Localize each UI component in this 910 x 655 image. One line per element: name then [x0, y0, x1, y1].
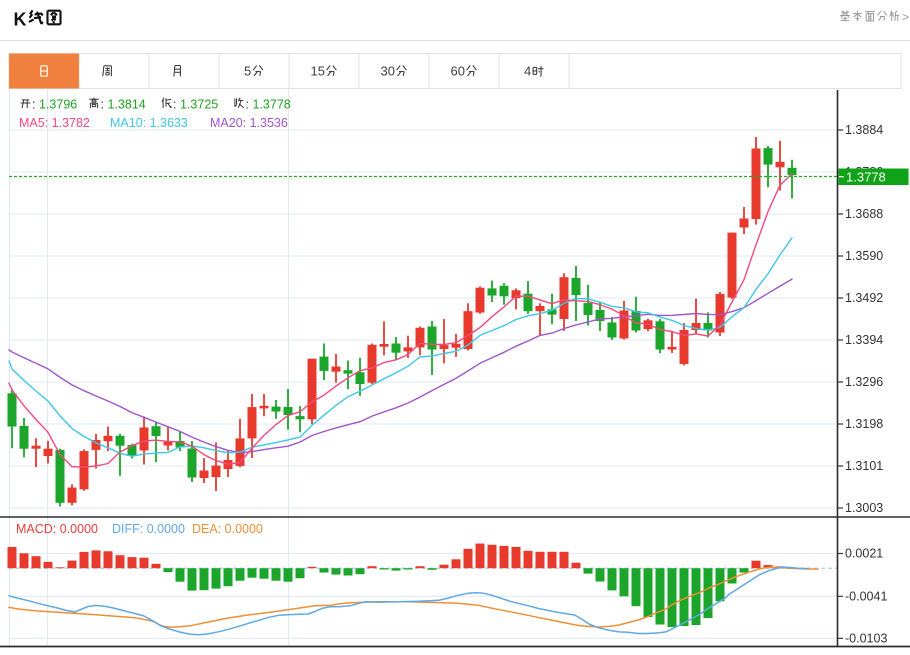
- svg-text:60: 60: [451, 64, 465, 79]
- svg-text:DIFF: 0.0000: DIFF: 0.0000: [112, 522, 185, 536]
- svg-text::: :: [173, 98, 176, 112]
- svg-text:1.3198: 1.3198: [845, 417, 883, 431]
- svg-text:-0.0103: -0.0103: [845, 631, 887, 645]
- svg-text::: :: [246, 98, 249, 112]
- svg-text:1.3725: 1.3725: [180, 98, 218, 112]
- svg-text:DEA: 0.0000: DEA: 0.0000: [192, 522, 263, 536]
- svg-text:0.0021: 0.0021: [845, 547, 883, 561]
- svg-text:1.3778: 1.3778: [846, 170, 886, 185]
- svg-text:MA10: 1.3633: MA10: 1.3633: [110, 116, 188, 130]
- svg-text:1.3101: 1.3101: [845, 459, 883, 473]
- svg-text:>: >: [902, 10, 909, 24]
- svg-text::: :: [101, 98, 104, 112]
- svg-text:1.3394: 1.3394: [845, 333, 883, 347]
- svg-text:5: 5: [244, 64, 251, 79]
- svg-text:30: 30: [381, 64, 395, 79]
- svg-text:1.3884: 1.3884: [845, 123, 883, 137]
- svg-text:1.3003: 1.3003: [845, 501, 883, 515]
- svg-text:K: K: [14, 10, 27, 30]
- svg-text:MA5: 1.3782: MA5: 1.3782: [19, 116, 90, 130]
- svg-text::: :: [32, 98, 35, 112]
- svg-text:1.3688: 1.3688: [845, 207, 883, 221]
- svg-text:1.3778: 1.3778: [253, 98, 291, 112]
- svg-text:4: 4: [524, 64, 531, 79]
- svg-text:1.3296: 1.3296: [845, 375, 883, 389]
- svg-text:1.3796: 1.3796: [39, 98, 77, 112]
- svg-text:1.3590: 1.3590: [845, 249, 883, 263]
- svg-text:1.3492: 1.3492: [845, 291, 883, 305]
- svg-text:-0.0041: -0.0041: [845, 589, 887, 603]
- svg-text:15: 15: [311, 64, 325, 79]
- svg-text:1.3814: 1.3814: [108, 98, 146, 112]
- svg-text:MACD: 0.0000: MACD: 0.0000: [16, 522, 98, 536]
- svg-text:MA20: 1.3536: MA20: 1.3536: [210, 116, 288, 130]
